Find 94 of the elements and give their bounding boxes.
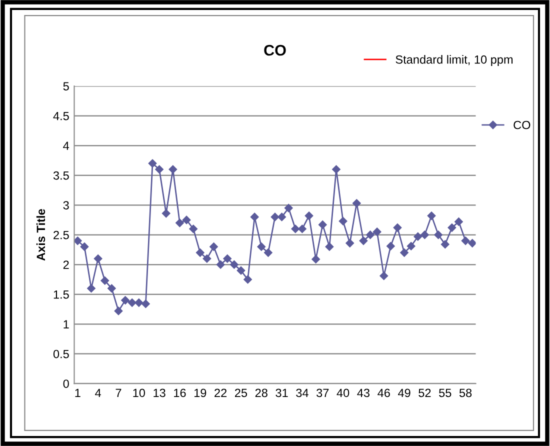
y-tick-label: 2.5	[54, 230, 69, 240]
point	[461, 236, 470, 245]
y-tick-label: 1.5	[54, 290, 69, 299]
point	[406, 242, 416, 250]
point	[100, 276, 110, 285]
x-tick-label: 28	[255, 388, 268, 398]
point	[264, 248, 272, 257]
y-tick-label: 1	[64, 320, 69, 328]
point	[448, 224, 456, 232]
x-tick-label: 46	[378, 388, 390, 398]
point	[393, 224, 402, 232]
point	[87, 284, 96, 292]
point	[386, 242, 395, 250]
point	[318, 220, 327, 229]
point	[162, 209, 170, 218]
x-tick-label: 34	[296, 388, 308, 398]
y-tick-label: 0	[63, 380, 69, 388]
x-tick-label: 37	[316, 388, 329, 398]
point	[134, 298, 144, 307]
x-tick-label: 55	[439, 388, 452, 398]
point	[440, 240, 450, 248]
point	[284, 204, 293, 212]
point	[427, 212, 436, 220]
point	[291, 224, 300, 233]
point	[352, 199, 361, 208]
point	[454, 218, 463, 226]
point	[420, 230, 429, 239]
x-tick-label: 25	[235, 388, 248, 398]
point	[332, 165, 340, 174]
point	[155, 165, 164, 174]
y-tick-label: 4.5	[53, 112, 69, 120]
point	[182, 216, 191, 224]
y-tick-label: 4	[63, 142, 70, 150]
point	[121, 296, 130, 304]
point	[338, 217, 348, 226]
x-tick-label: 52	[418, 388, 431, 398]
point	[434, 230, 442, 239]
point	[270, 212, 280, 222]
legend-label: Standard limit, 10 ppm	[396, 55, 513, 66]
x-tick-label: 31	[276, 388, 288, 398]
y-tick-label: 2	[63, 260, 69, 269]
point	[400, 248, 408, 257]
point	[250, 212, 259, 222]
point	[244, 275, 252, 284]
point	[298, 224, 306, 233]
point	[142, 300, 150, 308]
point	[278, 212, 286, 222]
chart-title: CO	[264, 44, 286, 56]
point	[380, 272, 388, 280]
point	[359, 236, 368, 245]
x-tick-label: 4	[95, 388, 102, 397]
point	[196, 248, 204, 257]
x-tick-label: 1	[75, 388, 80, 397]
point	[210, 242, 218, 251]
point	[257, 242, 266, 251]
point	[230, 260, 238, 269]
y-tick-label: 5	[63, 82, 69, 90]
point	[325, 242, 334, 251]
point	[168, 165, 178, 174]
point	[108, 284, 116, 292]
x-tick-label: 19	[194, 388, 206, 398]
x-tick-label: 22	[214, 388, 227, 397]
x-tick-label: 16	[174, 388, 186, 398]
point	[189, 224, 198, 233]
x-tick-label: 7	[116, 388, 122, 397]
point	[176, 218, 184, 228]
x-tick-label: 58	[459, 388, 472, 398]
point	[80, 242, 89, 251]
point	[366, 230, 374, 239]
point	[312, 255, 320, 264]
y-tick-label: 0.5	[53, 350, 69, 358]
legend-label: CO	[514, 120, 530, 130]
point	[128, 298, 136, 307]
point	[148, 159, 157, 168]
y-tick-label: 3	[63, 201, 69, 210]
point	[223, 254, 232, 263]
y-tick-label: 3.5	[53, 171, 69, 180]
x-tick-label: 43	[357, 388, 370, 398]
point	[74, 236, 82, 245]
point	[414, 232, 422, 241]
point	[216, 260, 225, 269]
x-tick-label: 40	[336, 388, 350, 398]
x-tick-label: 13	[154, 388, 166, 398]
point	[114, 306, 123, 316]
x-tick-label: 49	[398, 388, 410, 398]
y-axis-title: Axis Title	[36, 209, 46, 261]
point	[346, 239, 354, 248]
point	[372, 228, 382, 236]
point	[202, 254, 212, 263]
point	[94, 254, 102, 263]
point	[236, 266, 246, 275]
point	[304, 212, 314, 220]
point	[468, 239, 476, 248]
x-tick-label: 10	[133, 388, 146, 398]
